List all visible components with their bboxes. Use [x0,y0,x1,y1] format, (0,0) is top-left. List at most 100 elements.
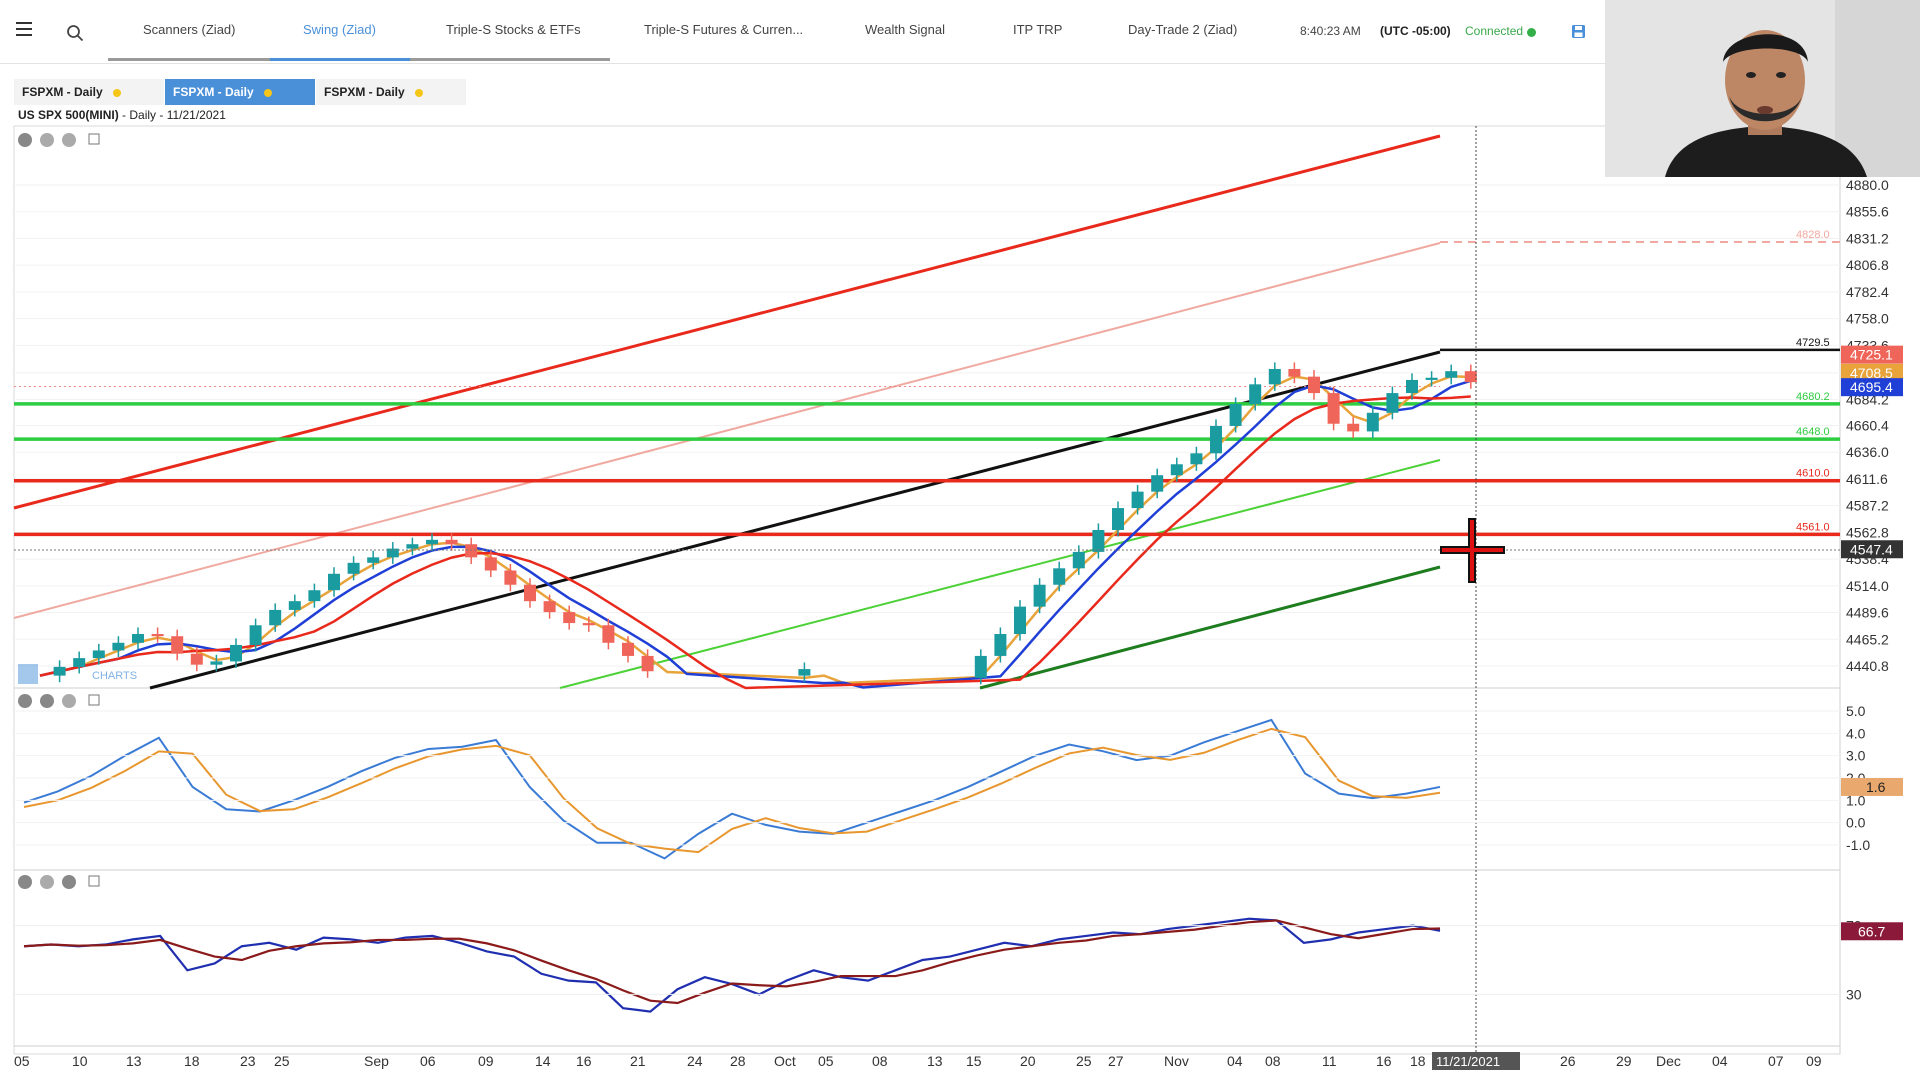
collapse-icon[interactable] [40,875,54,889]
candle[interactable] [994,634,1007,656]
upper-red-channel-line[interactable] [13,134,1441,510]
nav-tab-scanners[interactable]: Scanners (Ziad) [143,22,236,37]
candle[interactable] [151,634,164,637]
expand-icon[interactable] [62,694,76,708]
candle[interactable] [543,601,556,613]
macd-tick-label: 3.0 [1846,748,1866,764]
collapse-icon[interactable] [40,694,54,708]
candle[interactable] [406,544,419,549]
black-trend-line[interactable] [149,350,1441,690]
candle[interactable] [465,544,478,558]
candle[interactable] [1288,368,1301,377]
candle[interactable] [1190,453,1203,465]
candle[interactable] [1112,508,1124,530]
candle[interactable] [426,539,438,545]
candle[interactable] [367,557,380,563]
add-pane-icon[interactable] [88,694,100,706]
candle[interactable] [445,539,458,545]
price-tick-label: 4660.4 [1846,418,1889,434]
remove-icon[interactable] [18,875,32,889]
nav-tab-triple-s-futures[interactable]: Triple-S Futures & Curren... [644,22,804,37]
add-pane-icon[interactable] [88,875,100,887]
candle[interactable] [1014,606,1026,635]
candle[interactable] [582,623,595,626]
candle[interactable] [269,609,282,626]
watermark-logo: CHARTS [18,664,137,684]
candle[interactable] [171,636,184,654]
date-tick-label: 04 [1227,1053,1243,1069]
light-green-channel-line[interactable] [559,459,1441,689]
collapse-icon[interactable] [40,133,54,147]
candle[interactable] [53,666,66,676]
price-tag [1841,363,1903,382]
candle[interactable] [230,644,242,662]
candle[interactable] [73,658,86,667]
candle[interactable] [563,612,576,624]
candle[interactable] [974,655,987,678]
chart-tab-1[interactable]: FSPXM - Daily [14,79,164,105]
dark-green-channel-line[interactable] [979,565,1441,690]
candle[interactable] [112,642,125,651]
candle[interactable] [249,625,262,645]
candle[interactable] [1033,584,1046,607]
candle[interactable] [347,562,360,574]
candle[interactable] [1347,423,1360,432]
nav-tab-triple-s-stocks[interactable]: Triple-S Stocks & ETFs [446,22,581,37]
remove-icon[interactable] [18,133,32,147]
candle[interactable] [1268,368,1281,385]
candle[interactable] [1131,491,1144,509]
timezone-label: (UTC -05:00) [1380,24,1451,38]
candle[interactable] [308,590,321,602]
candle[interactable] [641,655,654,672]
date-tick-label: 08 [1265,1053,1281,1069]
candle[interactable] [1327,393,1340,424]
candle[interactable] [210,661,223,665]
candle[interactable] [190,653,203,665]
chart-tab-2[interactable]: FSPXM - Daily [165,79,315,105]
price-tick-label: 4636.0 [1846,444,1889,460]
candle[interactable] [1366,412,1379,432]
candle[interactable] [1425,377,1438,380]
remove-icon[interactable] [18,694,32,708]
candle[interactable] [386,548,399,558]
candle[interactable] [1151,475,1164,492]
add-pane-icon[interactable] [88,133,100,145]
nav-tab-swing[interactable]: Swing (Ziad) [303,22,376,37]
candle[interactable] [92,650,105,659]
chart-tab-3[interactable]: FSPXM - Daily [316,79,466,105]
candle[interactable] [1464,371,1477,383]
expand-icon[interactable] [62,875,76,889]
candle[interactable] [798,669,811,676]
candle[interactable] [1406,379,1418,394]
candle[interactable] [1386,393,1399,413]
candle[interactable] [1308,376,1320,394]
candle[interactable] [1229,404,1242,426]
nav-tab-itp-trp[interactable]: ITP TRP [1013,22,1063,37]
candle[interactable] [1072,551,1085,569]
search-icon[interactable] [66,24,84,42]
candle[interactable] [328,573,340,591]
candle[interactable] [1170,464,1183,476]
candle[interactable] [1249,384,1262,405]
candle[interactable] [622,642,634,656]
save-icon[interactable] [1571,24,1586,39]
date-tick-label: 29 [1616,1053,1632,1069]
candle[interactable] [524,584,536,602]
candle[interactable] [288,601,301,610]
candle[interactable] [602,625,615,643]
candle[interactable] [484,557,497,571]
pink-channel-line[interactable] [13,242,1441,619]
candle[interactable] [1053,568,1066,585]
menu-icon[interactable] [16,22,32,36]
candle[interactable] [132,634,144,643]
nav-tab-wealth-signal[interactable]: Wealth Signal [865,22,945,37]
macd-value-tag [1841,777,1903,796]
candle[interactable] [504,570,517,585]
nav-tab-day-trade[interactable]: Day-Trade 2 (Ziad) [1128,22,1238,37]
expand-icon[interactable] [62,133,76,147]
top-navigation-bar: Scanners (Ziad) Swing (Ziad) Triple-S St… [0,0,1605,64]
candle[interactable] [1445,371,1458,378]
candle[interactable] [1092,529,1105,552]
candle[interactable] [1210,425,1222,454]
